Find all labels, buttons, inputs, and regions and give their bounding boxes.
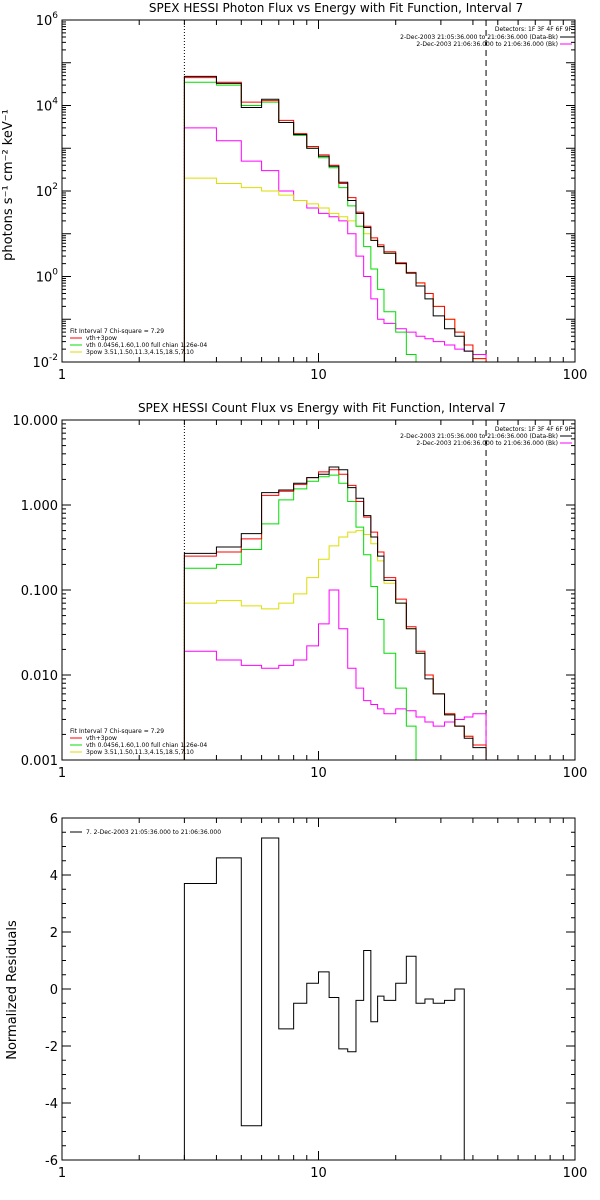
count-flux-fit-model: vth+3pow	[86, 735, 117, 742]
residuals-plot-area: 1 10 100 -6 -4 -2 0 2 4 6	[45, 812, 587, 1181]
count-flux-legend-detectors: Detectors: 1F 3F 4F 6F 9F	[495, 426, 573, 433]
count-flux-plot-area: 1 10 100 0.001 0.010 0.100 1.000 10.000	[13, 414, 588, 781]
x-tick-label: 100	[563, 368, 588, 383]
photon-flux-fit-powerlaw: 3pow 3.51,1.50,11.3,4.15,18.5,7.10	[86, 349, 194, 356]
y-tick-label: 0.100	[21, 584, 58, 599]
y-tick-label: 10-2	[32, 353, 58, 371]
y-tick-label: -4	[45, 1097, 58, 1112]
series-model	[183, 469, 487, 760]
series-powerlaw	[183, 530, 487, 760]
count-flux-fit-header: Fit Interval 7 Chi-square = 7.29	[70, 728, 164, 735]
residuals-panel: Normalized Residuals 1 10 100 -6 -4 -2 0 2 4 6 7.…	[5, 812, 587, 1181]
photon-flux-fit-model: vth+3pow	[86, 335, 117, 342]
y-tick-label: 0	[50, 983, 58, 998]
y-tick-label: 106	[36, 11, 59, 29]
count-flux-legend-data: 2-Dec-2003 21:05:36.000 to 21:06:36.000 …	[400, 433, 558, 440]
photon-flux-axes-frame	[61, 19, 576, 363]
photon-flux-fit-header: Fit Interval 7 Chi-square = 7.29	[70, 328, 164, 335]
count-flux-title: SPEX HESSI Count Flux vs Energy with Fit…	[138, 401, 506, 415]
series-thermal	[183, 81, 487, 362]
y-tick-label: 102	[36, 182, 58, 200]
series-total	[183, 466, 487, 760]
y-tick-label: 0.010	[21, 669, 58, 684]
photon-flux-panel: SPEX HESSI Photon Flux vs Energy with Fi…	[1, 1, 587, 383]
series-residual	[183, 837, 487, 1160]
series-background	[183, 589, 487, 760]
count-flux-fit-powerlaw: 3pow 3.51,1.50,11.3,4.15,18.5,7.10	[86, 749, 194, 756]
photon-flux-plot-area: 1 10 100 10-2 100 102 104 106	[32, 11, 587, 383]
y-tick-label: 100	[36, 268, 59, 286]
x-tick-label: 100	[563, 1166, 588, 1181]
series-thermal	[183, 474, 487, 760]
count-flux-fit-thermal: vth 0.0456,1.60,1.00 full chian 1.26e-04	[86, 742, 207, 749]
y-tick-label: -6	[45, 1154, 58, 1169]
residuals-ylabel: Normalized Residuals	[5, 920, 20, 1060]
count-flux-axes-frame	[61, 419, 576, 761]
x-tick-label: 100	[563, 766, 588, 781]
y-tick-label: 6	[50, 812, 58, 827]
series-background	[183, 127, 487, 362]
x-tick-label: 1	[58, 368, 66, 383]
series-model	[183, 77, 487, 362]
residuals-legend: 7. 2-Dec-2003 21:05:36.000 to 21:06:36.0…	[86, 829, 221, 836]
residuals-axes-frame	[61, 817, 576, 1161]
photon-flux-title: SPEX HESSI Photon Flux vs Energy with Fi…	[149, 1, 523, 15]
photon-flux-legend-data: 2-Dec-2003 21:05:36.000 to 21:06:36.000 …	[400, 34, 558, 41]
x-tick-label: 1	[58, 1166, 66, 1181]
x-tick-label: 10	[310, 1166, 327, 1181]
x-tick-label: 10	[310, 766, 327, 781]
y-tick-label: 1.000	[21, 499, 58, 514]
y-tick-label: -2	[45, 1040, 58, 1055]
x-tick-label: 10	[310, 368, 327, 383]
series-powerlaw	[183, 177, 487, 362]
y-tick-label: 10.000	[13, 414, 59, 429]
photon-flux-ylabel: photons s⁻¹ cm⁻² keV⁻¹	[1, 109, 16, 261]
y-tick-label: 2	[50, 926, 58, 941]
y-tick-label: 4	[50, 869, 58, 884]
photon-flux-legend-detectors: Detectors: 1F 3F 4F 6F 9F	[495, 26, 573, 33]
count-flux-legend-bk: 2-Dec-2003 21:06:36.000 to 21:06:36.000 …	[416, 440, 558, 447]
series-total	[183, 75, 487, 362]
photon-flux-fit-thermal: vth 0.0456,1.60,1.00 full chian 1.26e-04	[86, 342, 207, 349]
x-tick-label: 1	[58, 766, 66, 781]
count-flux-panel: SPEX HESSI Count Flux vs Energy with Fit…	[13, 401, 588, 781]
y-tick-label: 0.001	[21, 754, 58, 769]
y-tick-label: 104	[36, 97, 59, 115]
photon-flux-legend-bk: 2-Dec-2003 21:06:36.000 to 21:06:36.000 …	[416, 41, 558, 48]
